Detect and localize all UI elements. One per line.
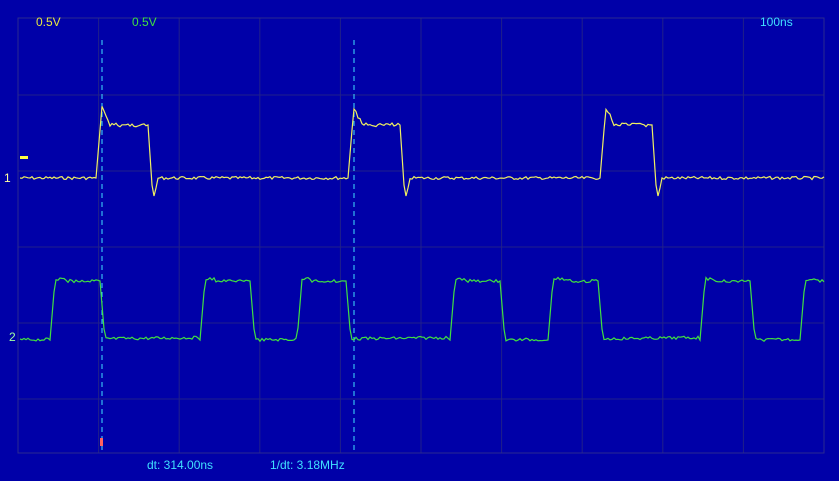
ch1-offset-marker — [20, 156, 28, 159]
ch1-label: 1 — [4, 171, 11, 185]
ch2-trace — [19, 276, 825, 343]
ch1-scale: 0.5V — [36, 15, 61, 29]
cursor-dt: dt: 314.00ns — [147, 458, 213, 472]
ch2-label: 2 — [9, 330, 16, 344]
trigger-marker — [100, 438, 103, 446]
ch1-trace — [19, 106, 825, 197]
plot-border — [17, 17, 825, 454]
ch2-scale: 0.5V — [132, 15, 157, 29]
timebase: 100ns — [760, 15, 793, 29]
cursor-frequency: 1/dt: 3.18MHz — [270, 458, 345, 472]
graticule — [18, 18, 824, 453]
